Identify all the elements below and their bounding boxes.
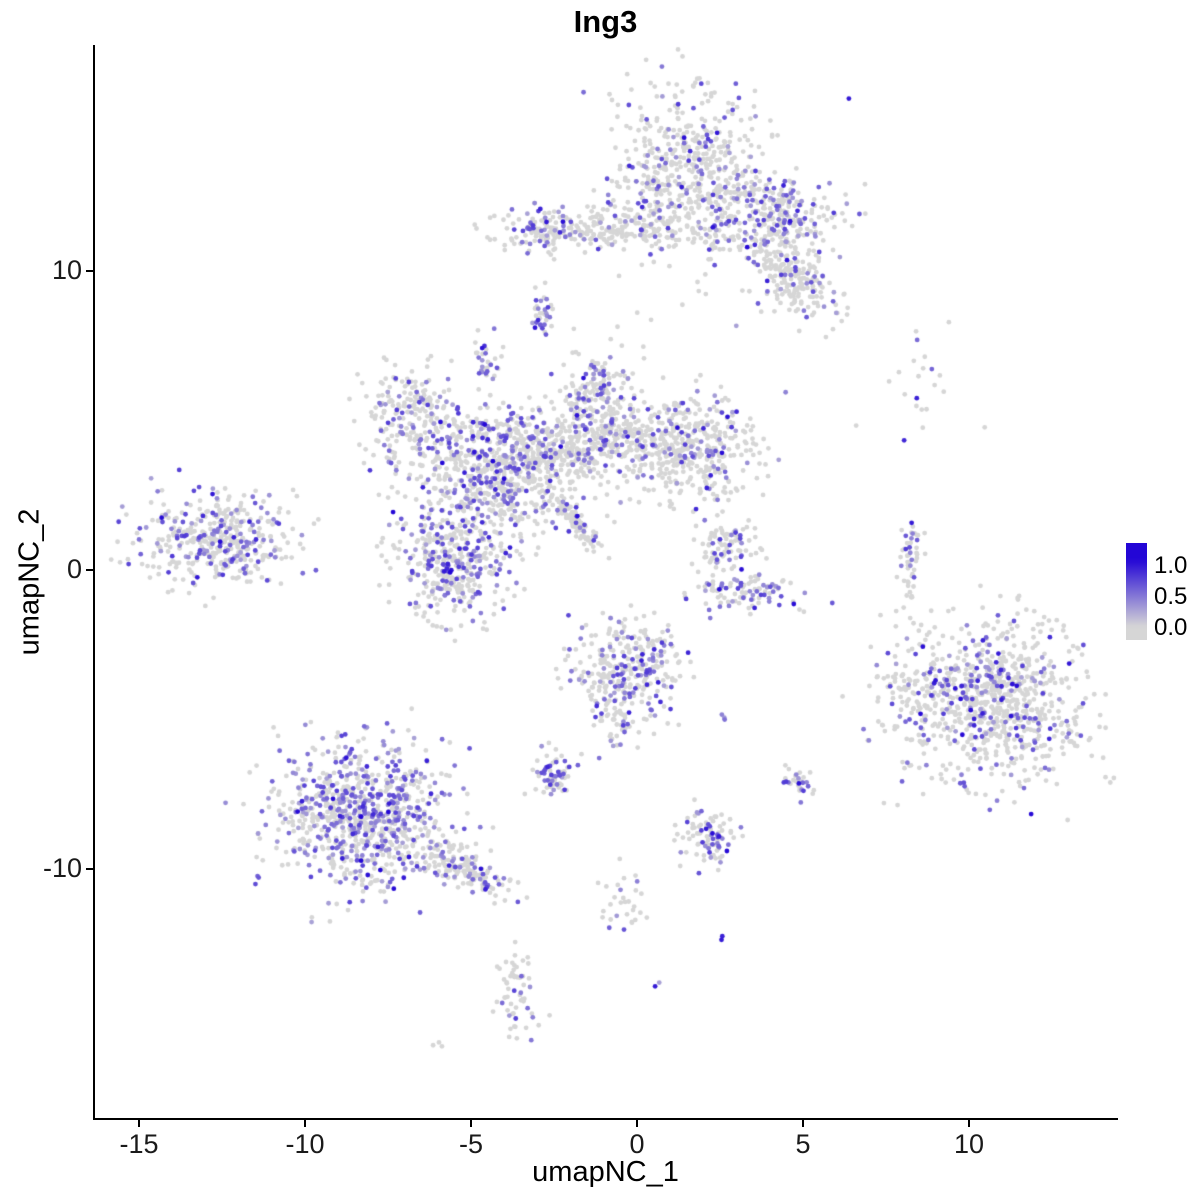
x-tick-label: 10 (953, 1129, 985, 1159)
y-tick-mark (86, 270, 93, 272)
scatter-points-canvas (95, 45, 1118, 1118)
y-tick-mark (86, 569, 93, 571)
legend-label-high: 1.0 (1154, 552, 1188, 579)
y-tick-label: 10 (51, 255, 82, 285)
x-axis-title: umapNC_1 (532, 1156, 679, 1188)
y-tick-label: -10 (42, 853, 82, 883)
legend-label-mid: 0.5 (1154, 583, 1188, 610)
y-tick-mark (86, 868, 93, 870)
color-legend: 1.0 0.5 0.0 (1126, 543, 1200, 643)
x-tick-label: -15 (119, 1129, 159, 1159)
x-tick-mark (304, 1120, 306, 1127)
x-tick-label: 5 (795, 1129, 811, 1159)
x-tick-mark (470, 1120, 472, 1127)
x-tick-label: -10 (285, 1129, 325, 1159)
plot-panel (93, 45, 1118, 1120)
x-tick-mark (968, 1120, 970, 1127)
x-tick-mark (138, 1120, 140, 1127)
x-tick-label: 0 (629, 1129, 645, 1159)
legend-label-low: 0.0 (1154, 614, 1188, 641)
x-tick-mark (802, 1120, 804, 1127)
x-tick-label: -5 (458, 1129, 483, 1159)
legend-gradient-bar (1126, 543, 1147, 640)
y-tick-label: 0 (66, 554, 82, 584)
x-tick-mark (636, 1120, 638, 1127)
plot-title: Ing3 (573, 4, 638, 39)
